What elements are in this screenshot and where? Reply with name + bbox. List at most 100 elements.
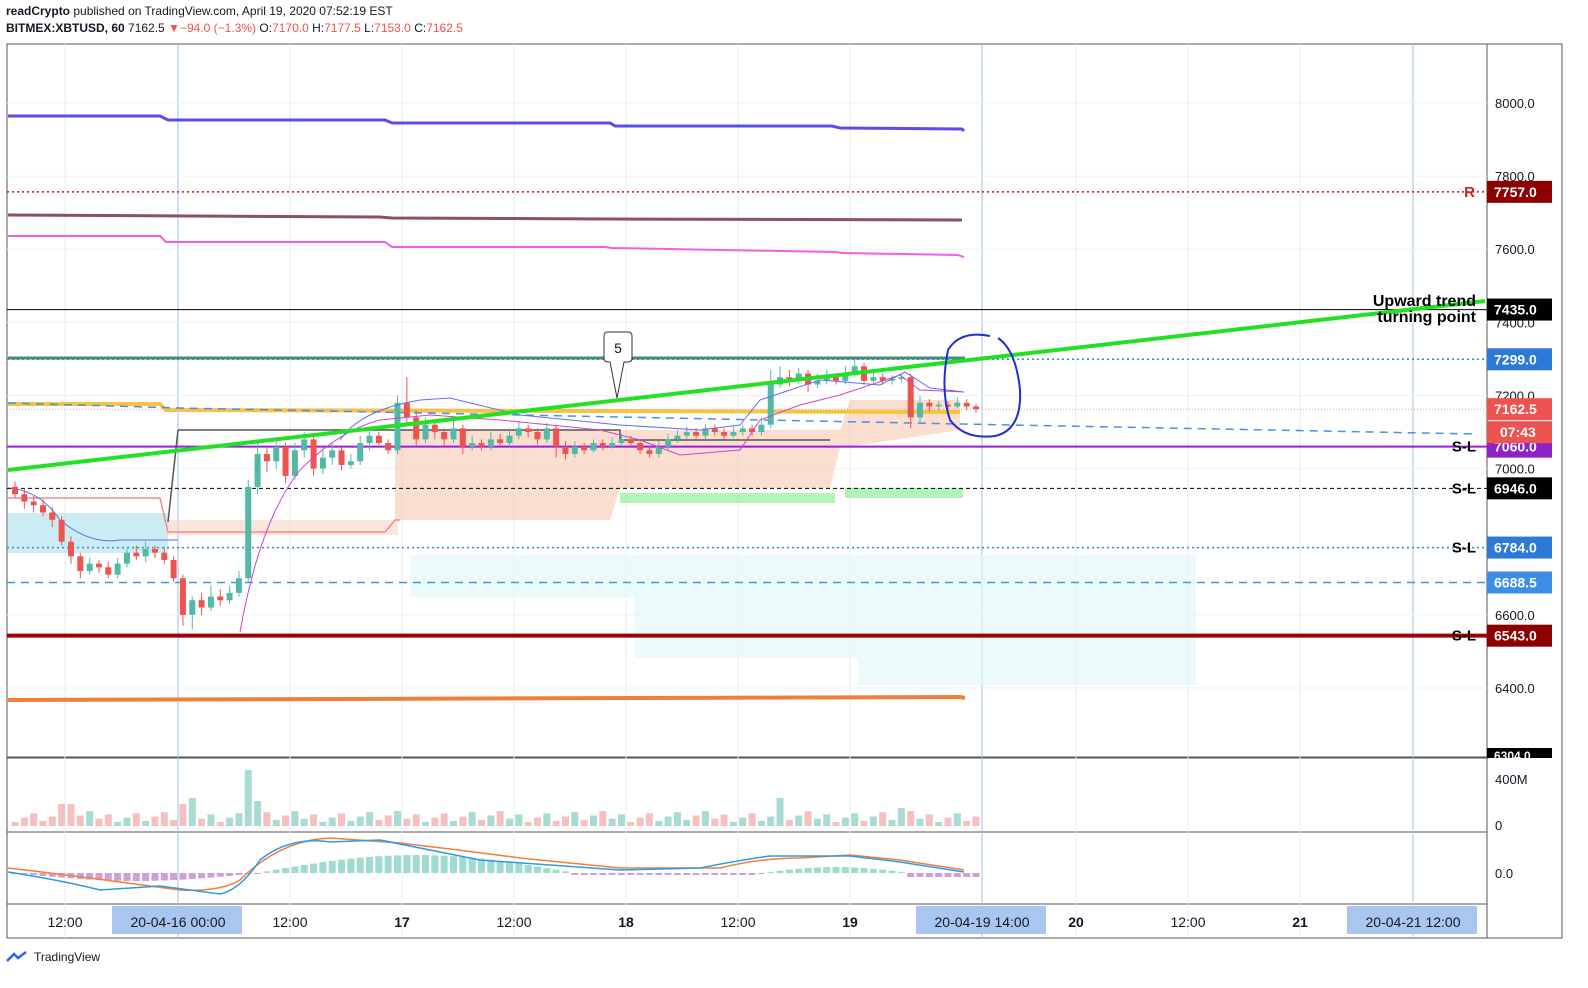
- volume-bar: [328, 817, 336, 826]
- candle-body: [898, 377, 905, 380]
- macd-hist-bar: [207, 873, 215, 878]
- candle-body: [207, 596, 214, 608]
- open-value: 7170.0: [272, 21, 309, 35]
- macd-hist-bar: [552, 869, 560, 873]
- volume-bar: [58, 804, 66, 826]
- time-tick-label: 18: [618, 914, 634, 930]
- volume-bar: [739, 817, 747, 826]
- macd-hist-bar: [860, 868, 868, 873]
- macd-hist-bar: [757, 873, 765, 874]
- volume-bar: [599, 811, 607, 826]
- macd-hist-bar: [841, 867, 849, 873]
- price-change: −94.0 (−1.3%): [179, 21, 257, 35]
- baseline-step: [167, 429, 179, 523]
- volume-bar: [67, 804, 75, 826]
- macd-hist-bar: [30, 873, 38, 875]
- volume-bar: [216, 822, 224, 826]
- time-tick-label: 17: [394, 914, 410, 930]
- publish-info: published on TradingView.com, April 19, …: [73, 4, 393, 18]
- candle-body: [478, 443, 485, 447]
- candle-body: [58, 519, 65, 542]
- candle-body: [366, 435, 373, 444]
- macd-hist-bar: [673, 873, 681, 875]
- candle-body: [599, 443, 606, 447]
- volume-bar: [841, 817, 849, 826]
- tradingview-logo-icon: [6, 951, 27, 962]
- low-label: L:: [364, 21, 375, 35]
- volume-bar: [533, 817, 541, 826]
- price-tick-label: 7000.0: [1495, 462, 1535, 477]
- candle-body: [749, 428, 756, 433]
- symbol-label[interactable]: BITMEX:XBTUSD, 60: [6, 21, 125, 35]
- volume-bar: [767, 816, 775, 826]
- volume-bar: [823, 814, 831, 826]
- candle-body: [487, 439, 494, 447]
- bottom-tag-text: 6304.0: [1494, 749, 1531, 763]
- candle-body: [525, 428, 532, 433]
- volume-bar: [468, 812, 476, 826]
- volume-bar: [375, 819, 383, 826]
- ma-line-pink: [8, 235, 965, 258]
- volume-bar: [683, 819, 691, 826]
- macd-hist-bar: [48, 873, 56, 877]
- macd-hist-bar: [328, 860, 336, 873]
- price-tag-text: 7162.5: [1494, 401, 1537, 417]
- macd-hist-bar: [953, 873, 961, 877]
- candle-body: [385, 443, 392, 451]
- macd-hist-bar: [925, 873, 933, 877]
- price-tag-text: 6784.0: [1494, 540, 1537, 556]
- candle-body: [459, 428, 466, 447]
- candle-body: [86, 563, 93, 571]
- volume-bar: [188, 798, 196, 826]
- candle-body: [179, 578, 186, 615]
- candle-body: [534, 432, 541, 440]
- author-name[interactable]: readCrypto: [6, 4, 71, 18]
- candle-body: [833, 377, 840, 381]
- candle-body: [338, 450, 345, 465]
- volume-bar: [123, 817, 131, 826]
- volume-bar: [879, 812, 887, 826]
- macd-hist-bar: [907, 873, 915, 877]
- macd-hist-bar: [179, 873, 187, 880]
- macd-hist-bar: [963, 873, 971, 877]
- macd-hist-bar: [823, 867, 831, 873]
- volume-bar: [776, 798, 784, 826]
- tradingview-brand[interactable]: TradingView: [34, 950, 101, 964]
- volume-bar: [701, 811, 709, 826]
- candle-body: [795, 373, 802, 381]
- macd-hist-bar: [571, 873, 579, 875]
- macd-hist-bar: [832, 867, 840, 873]
- time-highlight: [916, 906, 1046, 934]
- price-tag-text: 7757.0: [1494, 184, 1537, 200]
- candle-body: [226, 592, 233, 601]
- macd-hist-bar: [627, 873, 635, 875]
- candle-body: [403, 402, 410, 418]
- macd-tick-label: 0.0: [1495, 866, 1513, 881]
- time-tick-label: 20-04-19 14:00: [935, 914, 1030, 930]
- volume-bar: [655, 820, 663, 826]
- volume-bar: [282, 815, 290, 826]
- candle-body: [627, 439, 634, 444]
- macd-hist-bar: [916, 873, 924, 877]
- macd-signal-line: [7, 837, 965, 892]
- volume-bar: [422, 822, 430, 826]
- macd-hist-bar: [701, 873, 709, 875]
- volume-bar: [272, 819, 280, 826]
- baseline-line: [178, 429, 830, 441]
- candle-body: [870, 377, 877, 381]
- volume-bar: [804, 811, 812, 826]
- macd-hist-bar: [58, 873, 66, 878]
- volume-bar: [160, 812, 168, 826]
- candle-body: [123, 552, 130, 564]
- volume-bar: [907, 811, 915, 826]
- price-tick-label: 8000.0: [1495, 96, 1535, 111]
- macd-hist-bar: [664, 873, 672, 875]
- uptrend-line: [7, 299, 1486, 472]
- volume-bar: [963, 820, 971, 826]
- time-tick-label: 20: [1068, 914, 1084, 930]
- volume-bar: [645, 813, 653, 826]
- volume-bar: [48, 816, 56, 826]
- high-value: 7177.5: [324, 21, 361, 35]
- macd-hist-bar: [366, 856, 374, 873]
